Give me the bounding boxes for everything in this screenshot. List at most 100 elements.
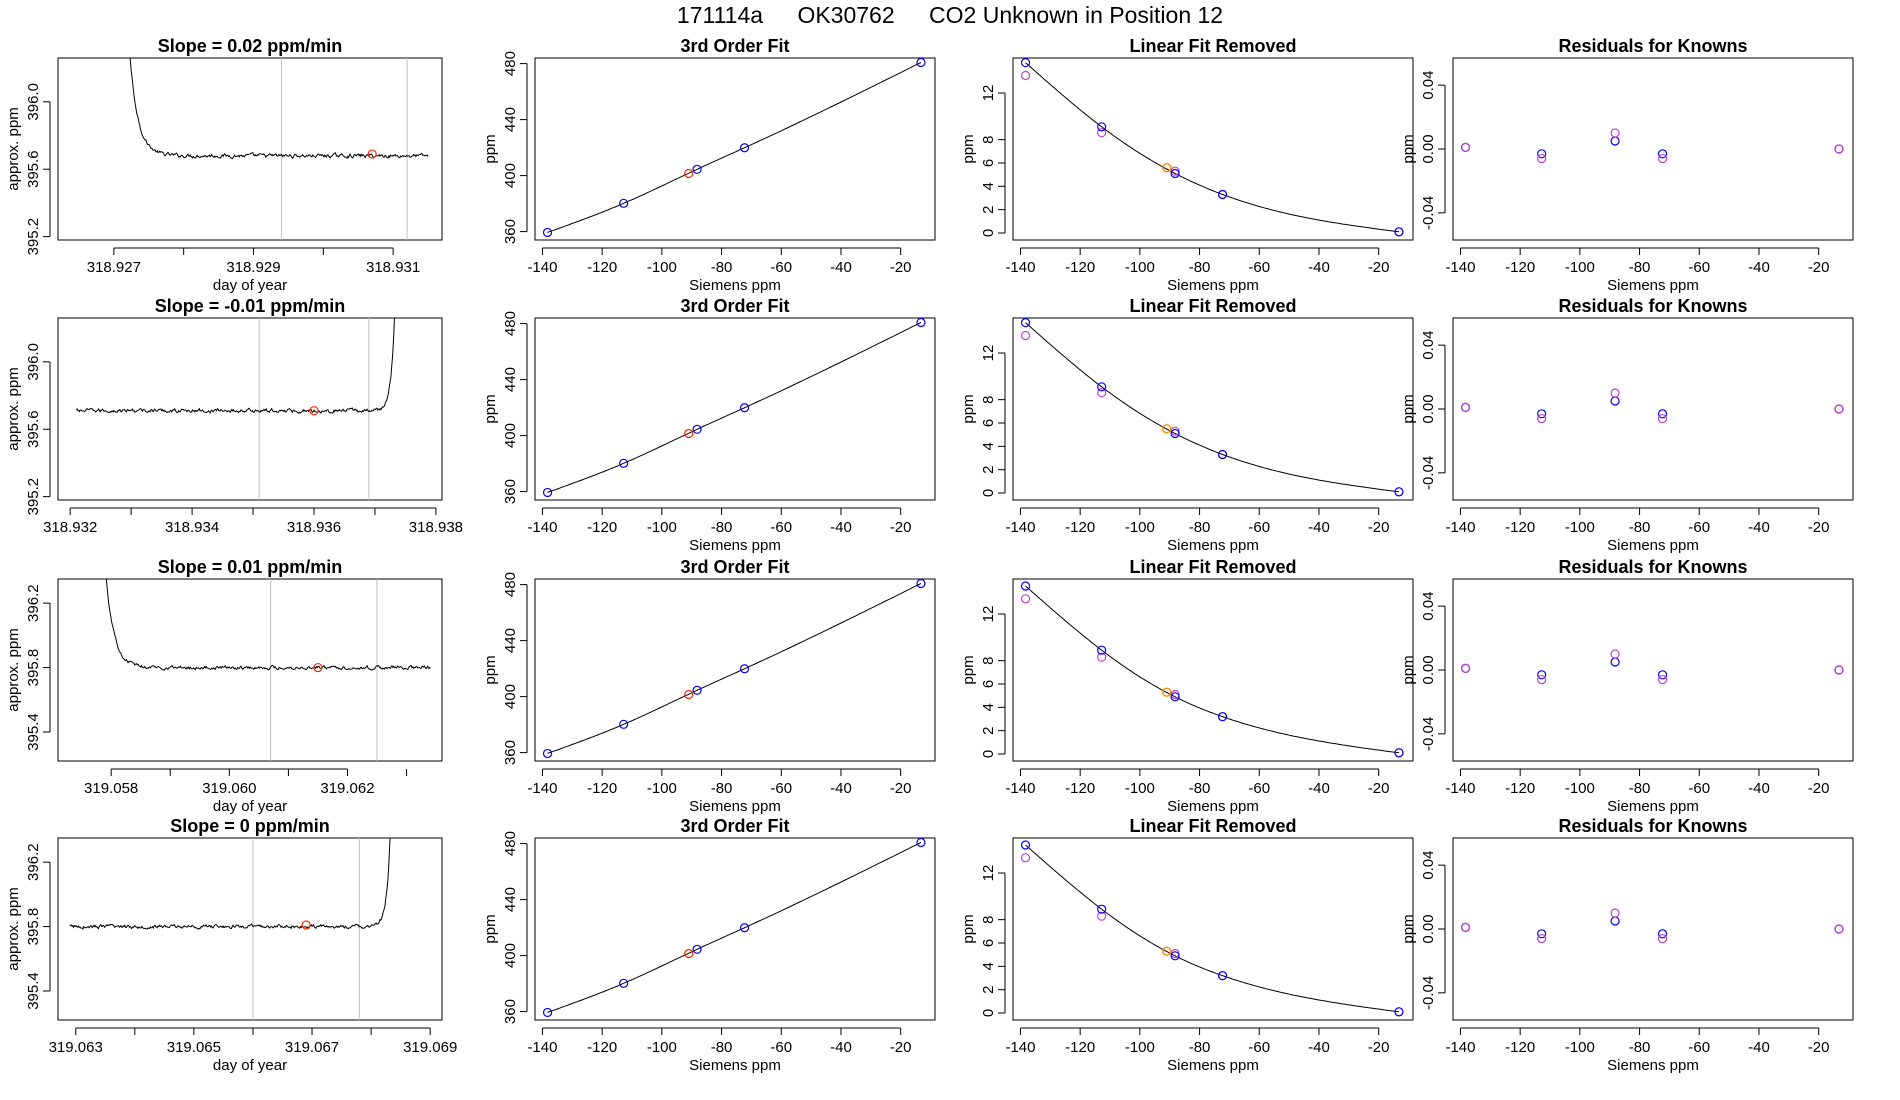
known-standard-point — [1170, 428, 1180, 439]
x-tick-label: -100 — [647, 519, 677, 536]
x-tick-label: -140 — [527, 259, 557, 276]
x-axis-label: Siemens ppm — [1607, 1057, 1699, 1074]
x-tick-label: 318.932 — [43, 519, 97, 536]
x-tick-label: -20 — [1368, 780, 1390, 797]
plot-frame — [534, 57, 936, 241]
x-tick-label: -60 — [1248, 259, 1270, 276]
plot-area — [69, 838, 391, 1020]
x-axis-label: Siemens ppm — [1167, 798, 1259, 815]
y-tick-label: 8 — [980, 135, 997, 143]
y-tick-label: 395.8 — [25, 649, 42, 687]
known-standard-point — [916, 838, 926, 848]
y-axis-label: ppm — [960, 394, 977, 423]
residual-point — [1020, 594, 1031, 604]
x-tick-label: -80 — [711, 1039, 733, 1056]
x-tick-label: -120 — [587, 1039, 617, 1056]
y-tick-label: 0.00 — [1420, 914, 1437, 943]
trace-panel-3: Slope = 0 ppm/min 319.063 319.065 319.067 31… — [5, 816, 457, 1074]
fit-panel-3: 3rd Order Fit -140 -120 -100 -80 -60 -40 -20 Sie… — [482, 816, 936, 1074]
known-standard-point — [1020, 840, 1031, 850]
y-tick-label: 2 — [980, 985, 997, 993]
y-tick-label: 395.6 — [25, 410, 42, 448]
analyzer-trace-line — [69, 838, 391, 930]
plot-frame — [534, 837, 936, 1021]
unknown-sample-point — [684, 428, 694, 439]
known-standard-point — [1097, 645, 1107, 655]
known-standard-point — [542, 227, 553, 238]
residual-point — [1610, 396, 1620, 406]
y-axis-label: ppm — [482, 134, 499, 163]
x-tick-label: -80 — [711, 519, 733, 536]
x-axis-label: Siemens ppm — [689, 537, 781, 554]
y-tick-label: 400 — [502, 423, 519, 448]
x-axis-label: day of year — [213, 277, 287, 294]
y-tick-label: 0.00 — [1420, 134, 1437, 163]
x-tick-label: -20 — [890, 259, 912, 276]
y-axis-label: ppm — [960, 134, 977, 163]
residuals-panel-1: Residuals for Knowns -140 -120 -100 -80 -60 -4… — [1400, 296, 1854, 554]
trace-panel-0: Slope = 0.02 ppm/min 318.927 318.929 318.93… — [5, 36, 443, 294]
y-tick-label: 6 — [980, 939, 997, 947]
x-tick-label: -100 — [1565, 780, 1595, 797]
unknown-sample-point — [1162, 162, 1172, 173]
x-axis-label: day of year — [213, 798, 287, 815]
y-tick-label: 4 — [980, 442, 997, 450]
x-tick-label: 318.934 — [165, 519, 219, 536]
y-axis-label: ppm — [960, 655, 977, 684]
plot-frame — [57, 317, 443, 501]
plot-area — [1460, 908, 1844, 944]
residual-point — [1657, 674, 1668, 685]
y-tick-label: 12 — [980, 606, 997, 623]
y-tick-label: -0.04 — [1420, 456, 1437, 490]
residual-point — [1097, 388, 1107, 398]
y-tick-label: 396.0 — [25, 343, 42, 381]
y-tick-label: 0.00 — [1420, 655, 1437, 684]
residual-point — [1097, 911, 1107, 921]
y-tick-label: 0 — [980, 1009, 997, 1017]
y-tick-label: 480 — [502, 572, 519, 597]
x-tick-label: -140 — [1445, 519, 1475, 536]
y-tick-label: 395.2 — [25, 478, 42, 516]
residual-point — [1657, 149, 1668, 159]
plot-frame — [1012, 57, 1414, 241]
x-tick-label: -40 — [1748, 780, 1770, 797]
unknown-sample-point — [1162, 424, 1172, 434]
plot-frame — [57, 57, 443, 241]
plot-area — [1460, 388, 1844, 424]
x-tick-label: -80 — [1629, 259, 1651, 276]
residuals-panel-0: Residuals for Knowns -140 -120 -100 -80 -60 -4… — [1400, 36, 1854, 294]
fit-panel-0: 3rd Order Fit -140 -120 -100 -80 -60 -40 -20 Sie… — [482, 36, 936, 294]
residual-point — [1537, 153, 1547, 164]
panel-title: Residuals for Knowns — [1558, 296, 1747, 316]
instrument-id: OK30762 — [797, 2, 895, 28]
y-tick-label: 0.04 — [1420, 71, 1437, 100]
linear_removed-panel-3: Linear Fit Removed -140 -120 -100 -80 -60 -40 -… — [960, 816, 1414, 1074]
x-tick-label: -60 — [770, 1039, 792, 1056]
fit-curve-line — [547, 583, 922, 754]
x-tick-label: -40 — [1748, 519, 1770, 536]
x-tick-label: -60 — [770, 780, 792, 797]
residual-point — [1657, 929, 1668, 939]
x-tick-label: 319.058 — [84, 780, 138, 797]
plot-frame — [1452, 578, 1854, 762]
residual-point — [1170, 426, 1180, 436]
known-standard-point — [916, 579, 926, 589]
y-axis-label: ppm — [960, 914, 977, 943]
plot-area — [542, 838, 926, 1018]
linear_removed-panel-2: Linear Fit Removed -140 -120 -100 -80 -60 -40 -… — [960, 557, 1414, 815]
x-tick-label: -60 — [1688, 1039, 1710, 1056]
known-standard-point — [1394, 1007, 1404, 1017]
panel-title: Slope = 0.02 ppm/min — [158, 36, 343, 56]
y-tick-label: 440 — [502, 367, 519, 392]
y-tick-label: 440 — [502, 628, 519, 653]
x-tick-label: -100 — [647, 780, 677, 797]
known-standard-point — [916, 58, 926, 68]
x-tick-label: -100 — [1125, 780, 1155, 797]
x-tick-label: -80 — [1629, 780, 1651, 797]
y-axis-label: ppm — [1400, 394, 1417, 423]
known-standard-point — [1394, 227, 1404, 237]
x-axis-label: Siemens ppm — [689, 1057, 781, 1074]
x-tick-label: -40 — [1308, 1039, 1330, 1056]
y-tick-label: 8 — [980, 656, 997, 664]
plot-area — [129, 58, 429, 240]
